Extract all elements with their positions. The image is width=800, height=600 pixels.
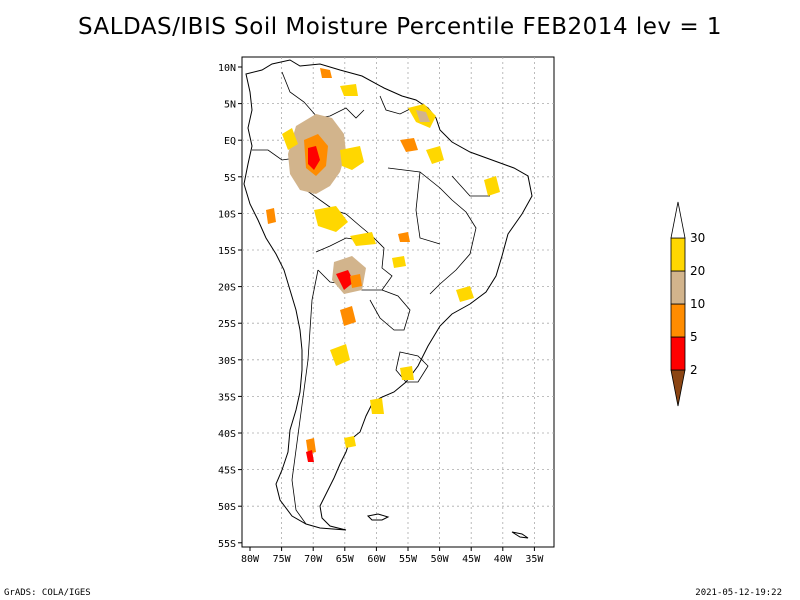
colorbar-segment <box>670 303 686 338</box>
patch-bolivia-orange <box>350 274 362 288</box>
border-uruguay <box>395 351 429 383</box>
patch-peru-orange <box>266 208 276 224</box>
lat-label: EQ <box>224 136 236 147</box>
patch-central-yellow <box>392 256 406 268</box>
lon-label: 35W <box>525 554 544 565</box>
patch-north-yellow <box>426 146 444 164</box>
longitude-labels: 80W 75W 70W 65W 60W 55W 50W 45W 40W 35W <box>241 547 544 565</box>
patch-guiana-tan <box>416 110 430 122</box>
lat-label: 15S <box>218 246 236 257</box>
patch-patagonia-yellow <box>344 436 356 448</box>
patch-argentina-orange <box>340 306 356 326</box>
patch-bolivia-red <box>336 270 354 290</box>
border-chile-argentina <box>291 269 319 525</box>
lat-label: 45S <box>218 466 236 477</box>
colorbar: 2 5 10 20 30 <box>670 201 705 407</box>
patch-chaco-yellow <box>350 232 376 246</box>
percentile-patches <box>266 68 500 462</box>
lat-label: 55S <box>218 539 236 550</box>
colorbar-segment <box>670 369 686 407</box>
colorbar-label: 2 <box>690 363 698 377</box>
grads-credit: GrADS: COLA/IGES <box>4 588 91 598</box>
patch-argentina-yellow <box>330 344 350 366</box>
colorbar-segment <box>670 237 686 272</box>
patch-ne-yellow <box>484 176 500 196</box>
patch-patagonia-red <box>306 450 314 462</box>
border-brazil-states <box>387 167 490 295</box>
patch-amazon-yellow-2 <box>282 128 298 150</box>
lat-label: 10S <box>218 209 236 220</box>
patch-patagonia-orange <box>306 438 316 454</box>
patch-north-orange <box>400 138 418 152</box>
colorbar-segment <box>670 270 686 305</box>
patch-peru-yellow <box>314 206 348 232</box>
lat-label: 35S <box>218 392 236 403</box>
lon-label: 40W <box>494 554 513 565</box>
colorbar-label: 10 <box>690 297 705 311</box>
timestamp: 2021-05-12-19:22 <box>695 588 782 598</box>
lat-label: 50S <box>218 502 236 513</box>
latitude-labels: 10N 5N EQ 5S 10S 15S 20S 25S 30S 35S 40S 45S 50S 55S <box>218 63 242 550</box>
lat-label: 10N <box>218 63 236 74</box>
colorbar-label: 20 <box>690 264 705 278</box>
patch-venezuela-yellow <box>340 84 358 96</box>
colorbar-segment <box>670 201 686 239</box>
lat-label: 5S <box>224 173 236 184</box>
lat-label: 25S <box>218 319 236 330</box>
lon-label: 60W <box>367 554 386 565</box>
patch-brazil-orange <box>398 232 410 242</box>
lon-label: 50W <box>431 554 450 565</box>
patch-venezuela-orange <box>320 68 332 78</box>
colorbar-segment <box>670 336 686 371</box>
lon-label: 80W <box>241 554 260 565</box>
border-paraguay <box>369 289 411 331</box>
lat-label: 20S <box>218 283 236 294</box>
falkland-islands <box>366 513 390 521</box>
patch-amazon-red <box>308 146 320 170</box>
patch-south-yellow <box>370 398 384 414</box>
lat-label: 30S <box>218 356 236 367</box>
colorbar-label: 30 <box>690 231 705 245</box>
lon-label: 45W <box>462 554 481 565</box>
colorbar-label: 5 <box>690 330 698 344</box>
lon-label: 55W <box>399 554 418 565</box>
map-title: SALDAS/IBIS Soil Moisture Percentile FEB… <box>77 14 723 40</box>
lon-label: 75W <box>273 554 292 565</box>
lon-label: 65W <box>336 554 355 565</box>
lat-label: 40S <box>218 429 236 440</box>
south-georgia <box>511 531 529 539</box>
lat-label: 5N <box>224 100 236 111</box>
lon-label: 70W <box>304 554 323 565</box>
patch-brazil-yellow <box>456 286 474 302</box>
patch-amazon-yellow-1 <box>340 146 364 170</box>
map-grid <box>242 57 554 547</box>
patch-uruguay-yellow <box>400 366 414 380</box>
